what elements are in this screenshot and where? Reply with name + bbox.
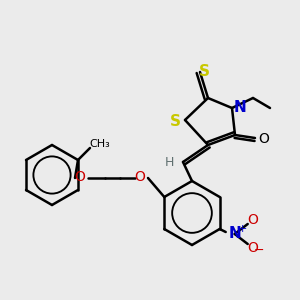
Text: H: H xyxy=(164,157,174,169)
Text: +: + xyxy=(238,224,247,234)
Text: O: O xyxy=(135,170,146,184)
Text: S: S xyxy=(169,115,181,130)
Text: O: O xyxy=(75,170,86,184)
Text: O: O xyxy=(247,241,258,255)
Text: −: − xyxy=(254,244,264,256)
Text: N: N xyxy=(228,226,241,242)
Text: S: S xyxy=(199,64,209,79)
Text: O: O xyxy=(247,213,258,227)
Text: CH₃: CH₃ xyxy=(90,139,110,149)
Text: N: N xyxy=(234,100,246,115)
Text: O: O xyxy=(259,132,269,146)
